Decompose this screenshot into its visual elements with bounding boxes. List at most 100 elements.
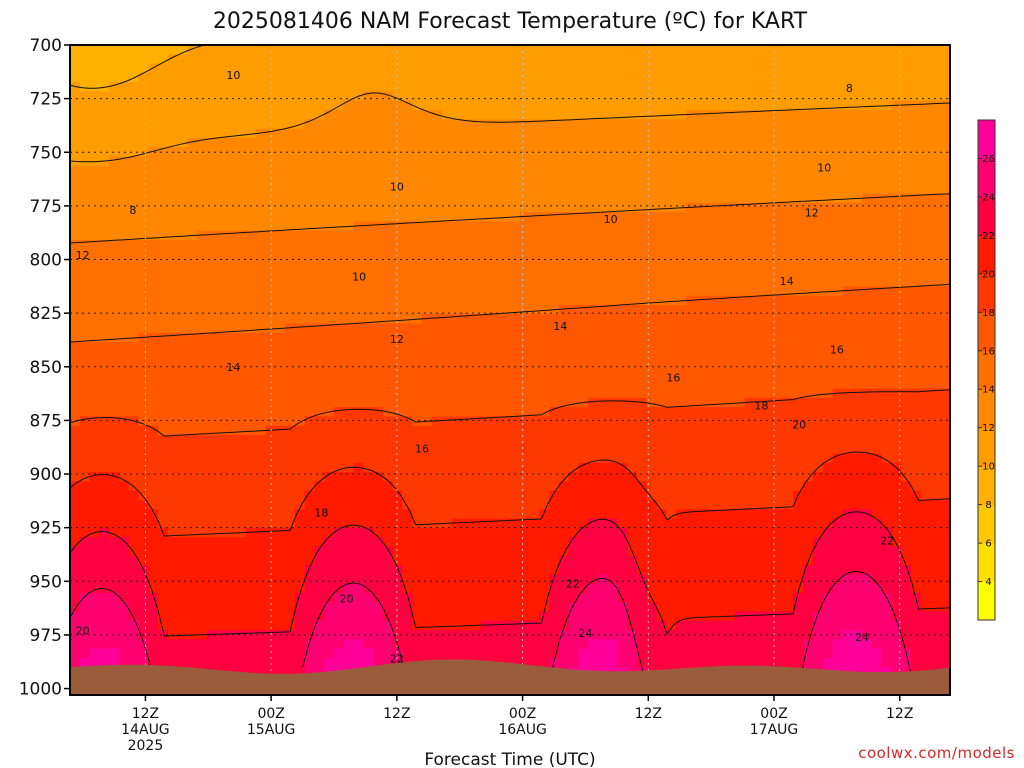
temperature-cell xyxy=(695,527,707,538)
temperature-cell xyxy=(206,620,218,631)
temperature-cell xyxy=(343,332,355,343)
temperature-cell xyxy=(216,202,228,213)
temperature-cell xyxy=(402,100,413,111)
temperature-cell xyxy=(334,574,345,585)
temperature-cell xyxy=(206,639,218,650)
temperature-cell xyxy=(265,193,276,204)
temperature-cell xyxy=(686,277,697,288)
temperature-cell xyxy=(695,490,707,501)
temperature-cell xyxy=(314,592,325,603)
temperature-cell xyxy=(109,481,120,492)
temperature-cell xyxy=(343,630,355,640)
temperature-cell xyxy=(275,527,286,538)
temperature-cell xyxy=(431,416,443,427)
temperature-cell xyxy=(148,230,159,241)
temperature-cell xyxy=(197,453,208,464)
temperature-cell xyxy=(686,574,697,585)
temperature-cell xyxy=(353,500,364,510)
temperature-cell xyxy=(226,45,237,55)
temperature-cell xyxy=(441,258,452,269)
temperature-cell xyxy=(70,91,81,102)
temperature-cell xyxy=(666,295,677,306)
temperature-cell xyxy=(89,509,100,520)
temperature-cell xyxy=(666,342,677,353)
temperature-cell xyxy=(118,574,130,585)
temperature-cell xyxy=(99,481,110,492)
temperature-cell xyxy=(128,657,140,668)
temperature-cell xyxy=(382,221,394,232)
temperature-cell xyxy=(715,54,726,65)
temperature-cell xyxy=(558,230,570,241)
temperature-cell xyxy=(666,91,677,102)
temperature-cell xyxy=(734,184,746,195)
temperature-cell xyxy=(304,407,316,418)
temperature-cell xyxy=(470,100,482,111)
temperature-cell xyxy=(588,490,599,501)
temperature-cell xyxy=(549,156,560,167)
temperature-cell xyxy=(334,630,345,640)
temperature-cell xyxy=(255,416,267,427)
temperature-cell xyxy=(128,286,140,297)
temperature-cell xyxy=(705,110,716,120)
temperature-cell xyxy=(422,258,433,269)
temperature-cell xyxy=(412,212,423,223)
temperature-cell xyxy=(158,518,169,529)
temperature-cell xyxy=(275,305,286,315)
temperature-cell xyxy=(646,110,658,120)
temperature-cell xyxy=(578,63,589,74)
temperature-cell xyxy=(656,537,668,548)
temperature-cell xyxy=(343,91,355,102)
temperature-cell xyxy=(598,165,609,176)
temperature-cell xyxy=(363,611,374,622)
temperature-cell xyxy=(226,314,237,325)
temperature-cell xyxy=(744,602,756,613)
temperature-cell xyxy=(392,379,404,390)
temperature-cell xyxy=(216,648,228,659)
temperature-cell xyxy=(734,147,746,158)
temperature-cell xyxy=(167,91,179,102)
temperature-cell xyxy=(148,305,159,315)
temperature-cell xyxy=(118,444,130,455)
temperature-cell xyxy=(666,639,677,650)
temperature-cell xyxy=(167,202,179,213)
temperature-cell xyxy=(382,240,394,250)
temperature-cell xyxy=(109,388,120,399)
temperature-cell xyxy=(118,592,130,603)
temperature-cell xyxy=(461,416,472,427)
temperature-cell xyxy=(99,305,110,315)
temperature-cell xyxy=(118,583,130,594)
temperature-cell xyxy=(353,342,364,353)
temperature-cell xyxy=(607,54,619,65)
temperature-cell xyxy=(617,286,628,297)
temperature-cell xyxy=(607,611,619,622)
temperature-cell xyxy=(402,639,413,650)
temperature-cell xyxy=(637,100,648,111)
temperature-cell xyxy=(725,500,736,510)
temperature-cell xyxy=(343,537,355,548)
temperature-cell xyxy=(510,611,521,622)
temperature-cell xyxy=(676,444,687,455)
temperature-cell xyxy=(265,360,276,371)
temperature-cell xyxy=(177,379,188,390)
temperature-cell xyxy=(236,379,247,390)
temperature-cell xyxy=(363,630,374,640)
temperature-cell xyxy=(89,592,100,603)
temperature-cell xyxy=(324,332,335,343)
temperature-cell xyxy=(676,630,687,640)
temperature-cell xyxy=(422,45,433,55)
temperature-cell xyxy=(382,490,394,501)
temperature-cell xyxy=(490,630,501,640)
temperature-cell xyxy=(167,193,179,204)
temperature-cell xyxy=(588,435,599,445)
temperature-cell xyxy=(656,91,668,102)
temperature-cell xyxy=(265,620,276,631)
temperature-cell xyxy=(627,332,638,343)
temperature-cell xyxy=(167,509,179,520)
temperature-cell xyxy=(725,657,736,668)
temperature-cell xyxy=(490,137,501,148)
temperature-cell xyxy=(549,657,560,668)
temperature-cell xyxy=(197,518,208,529)
temperature-cell xyxy=(744,342,756,353)
temperature-cell xyxy=(754,110,765,120)
temperature-cell xyxy=(373,620,384,631)
